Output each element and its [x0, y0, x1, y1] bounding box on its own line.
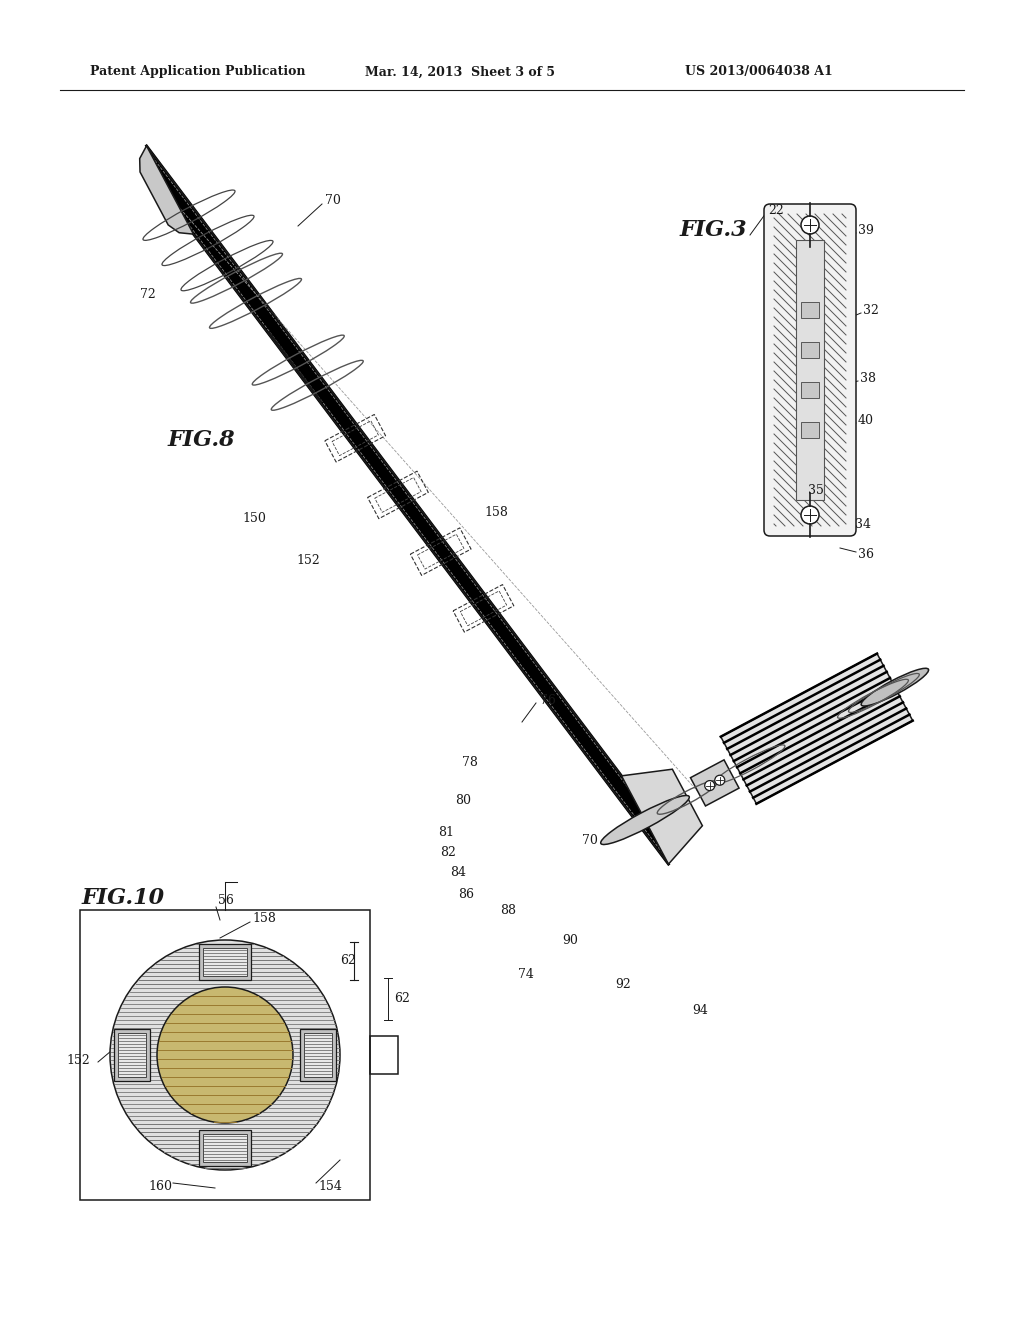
- Text: 81: 81: [438, 825, 454, 838]
- Polygon shape: [139, 145, 194, 234]
- Text: 35: 35: [808, 483, 824, 496]
- Text: 32: 32: [863, 304, 879, 317]
- Bar: [114, 1030, 150, 1081]
- Circle shape: [157, 987, 293, 1123]
- Text: US 2013/0064038 A1: US 2013/0064038 A1: [685, 66, 833, 78]
- Circle shape: [715, 775, 725, 785]
- Bar: [801, 342, 819, 358]
- Text: 62: 62: [394, 993, 410, 1006]
- Text: 56: 56: [218, 894, 233, 907]
- Text: 92: 92: [615, 978, 631, 991]
- Bar: [199, 944, 251, 979]
- Polygon shape: [146, 145, 669, 865]
- Ellipse shape: [861, 668, 929, 706]
- Text: 38: 38: [860, 371, 876, 384]
- Text: 36: 36: [858, 549, 874, 561]
- Text: 62: 62: [340, 953, 356, 966]
- Text: 94: 94: [692, 1003, 708, 1016]
- Text: 88: 88: [500, 903, 516, 916]
- FancyBboxPatch shape: [764, 205, 856, 536]
- Bar: [796, 240, 824, 500]
- Circle shape: [705, 780, 715, 791]
- Text: Patent Application Publication: Patent Application Publication: [90, 66, 305, 78]
- Text: 40: 40: [858, 413, 874, 426]
- Text: FIG.3: FIG.3: [680, 219, 748, 242]
- Bar: [304, 1034, 332, 1077]
- Text: 84: 84: [450, 866, 466, 879]
- Text: 158: 158: [252, 912, 275, 924]
- Bar: [801, 302, 819, 318]
- Text: 39: 39: [858, 223, 873, 236]
- Bar: [118, 1034, 146, 1077]
- Polygon shape: [622, 770, 702, 865]
- Text: 76: 76: [540, 693, 556, 706]
- Text: FIG.8: FIG.8: [168, 429, 236, 451]
- Bar: [199, 1130, 251, 1166]
- Polygon shape: [721, 653, 912, 804]
- Bar: [370, 1036, 398, 1074]
- Text: FIG.10: FIG.10: [82, 887, 165, 909]
- Circle shape: [801, 216, 819, 234]
- Bar: [203, 1134, 247, 1162]
- Text: 80: 80: [455, 793, 471, 807]
- Text: 150: 150: [242, 511, 266, 524]
- Text: 74: 74: [518, 969, 534, 982]
- Polygon shape: [690, 760, 739, 807]
- Text: 82: 82: [440, 846, 456, 858]
- Circle shape: [110, 940, 340, 1170]
- Text: Mar. 14, 2013  Sheet 3 of 5: Mar. 14, 2013 Sheet 3 of 5: [365, 66, 555, 78]
- Text: 70: 70: [582, 833, 598, 846]
- Bar: [300, 1030, 336, 1081]
- Text: 152: 152: [296, 553, 319, 566]
- Bar: [203, 948, 247, 975]
- Text: 78: 78: [462, 756, 478, 770]
- Text: 34: 34: [855, 519, 871, 532]
- Text: 22: 22: [768, 203, 783, 216]
- Ellipse shape: [601, 796, 689, 845]
- Text: 70: 70: [325, 194, 341, 206]
- Text: 86: 86: [458, 888, 474, 902]
- Bar: [801, 381, 819, 399]
- Bar: [80, 909, 370, 1200]
- Text: 72: 72: [140, 289, 156, 301]
- Text: 158: 158: [484, 506, 508, 519]
- Text: 90: 90: [562, 933, 578, 946]
- Bar: [801, 422, 819, 438]
- Text: 154: 154: [318, 1180, 342, 1192]
- Text: 160: 160: [148, 1180, 172, 1192]
- Circle shape: [801, 506, 819, 524]
- Text: 152: 152: [66, 1053, 90, 1067]
